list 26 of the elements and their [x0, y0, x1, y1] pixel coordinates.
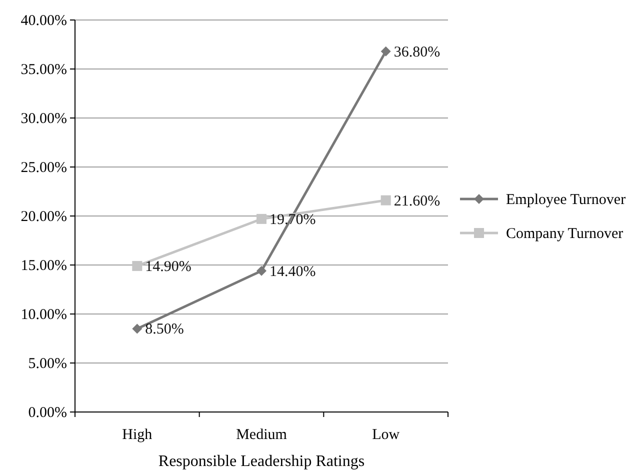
- legend-label: Company Turnover: [506, 226, 624, 242]
- point: [132, 324, 142, 334]
- y-tick-label: 30.00%: [20, 111, 67, 127]
- point: [380, 195, 391, 206]
- y-tick-label: 35.00%: [20, 62, 67, 78]
- y-tick-label: 20.00%: [20, 209, 67, 225]
- y-tick-label: 10.00%: [20, 307, 67, 323]
- y-tick-label: 25.00%: [20, 160, 67, 176]
- x-axis-title: Responsible Leadership Ratings: [158, 453, 365, 470]
- y-tick-label: 40.00%: [20, 13, 67, 29]
- point: [256, 214, 266, 224]
- data-label: 8.50%: [145, 322, 184, 338]
- x-tick-label: Low: [372, 427, 400, 443]
- x-tick-label: Medium: [236, 427, 288, 443]
- point: [256, 266, 266, 276]
- point: [380, 46, 391, 56]
- y-tick-label: 0.00%: [28, 405, 67, 421]
- data-label: 36.80%: [394, 44, 440, 60]
- data-label: 14.90%: [145, 258, 192, 275]
- data-label: 21.60%: [394, 193, 440, 210]
- y-tick-label: 5.00%: [28, 356, 67, 372]
- data-label: 14.40%: [270, 264, 316, 280]
- legend-label: Employee Turnover: [506, 192, 626, 208]
- x-tick-label: High: [122, 427, 153, 443]
- y-tick-label: 15.00%: [20, 258, 67, 274]
- point: [132, 260, 142, 271]
